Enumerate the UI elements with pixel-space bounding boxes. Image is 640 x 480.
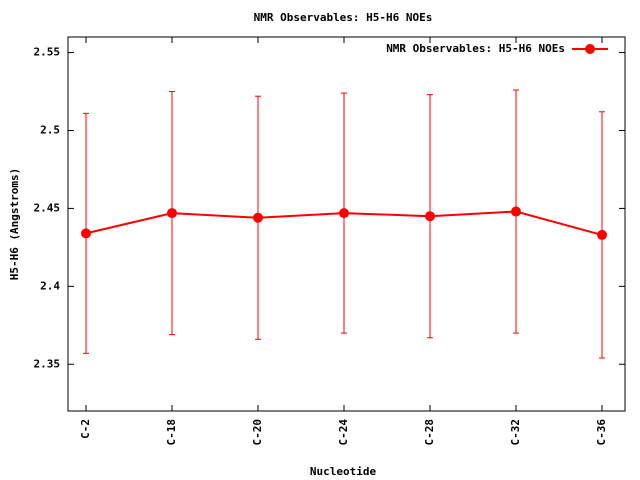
y-tick-label: 2.35 <box>34 357 61 370</box>
y-tick-label: 2.55 <box>34 46 61 59</box>
x-tick-label: C-36 <box>595 419 608 446</box>
legend-label: NMR Observables: H5-H6 NOEs <box>386 42 565 55</box>
x-tick-label: C-18 <box>165 419 178 446</box>
x-tick-label: C-32 <box>509 419 522 446</box>
chart-title: NMR Observables: H5-H6 NOEs <box>254 11 433 24</box>
data-point <box>81 228 91 239</box>
x-axis-label: Nucleotide <box>310 465 377 478</box>
y-tick-label: 2.45 <box>34 201 61 214</box>
x-tick-label: C-2 <box>79 419 92 439</box>
y-tick-label: 2.5 <box>40 124 60 137</box>
data-point <box>253 212 263 223</box>
plot-frame <box>67 36 626 412</box>
data-point <box>511 206 521 217</box>
data-point <box>597 229 607 240</box>
x-tick-label: C-28 <box>423 419 436 446</box>
x-tick-label: C-20 <box>251 419 264 446</box>
data-point <box>425 211 435 222</box>
y-tick-label: 2.4 <box>40 279 60 292</box>
data-point <box>339 208 349 219</box>
y-axis-label: H5-H6 (Angstroms) <box>8 168 21 281</box>
legend-marker <box>585 44 595 54</box>
data-point <box>167 208 177 219</box>
x-tick-label: C-24 <box>337 419 350 446</box>
